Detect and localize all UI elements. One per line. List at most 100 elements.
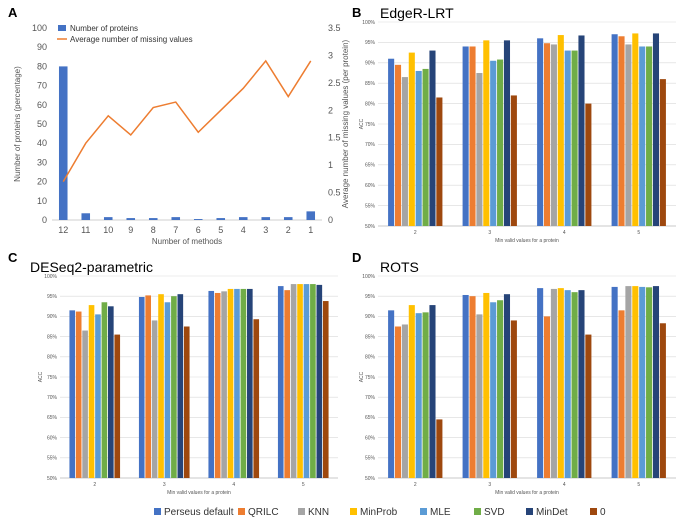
panel-letter-d: D — [352, 250, 361, 265]
panel-a-right-tick-label: 2.5 — [328, 78, 341, 88]
panel-a-x-tick-label: 7 — [173, 225, 178, 235]
y-tick-label: 85% — [47, 334, 58, 340]
bar — [543, 316, 551, 478]
x-tick-label: 2 — [414, 482, 417, 488]
panel-letter-a: A — [8, 5, 18, 20]
legend-item-label: KNN — [308, 507, 329, 518]
panel-a-bar — [216, 218, 226, 220]
panel-c-chart: C DESeq2-parametric 50% 55% 60% 65% 70% 75% 80% 8… — [8, 250, 338, 496]
y-tick-label: 100% — [44, 274, 57, 280]
bar — [585, 103, 592, 226]
bar — [322, 301, 329, 478]
legend-item-label: MLE — [430, 507, 451, 518]
bar — [632, 286, 639, 478]
y-tick-label: 60% — [47, 435, 58, 441]
bar — [401, 324, 408, 478]
legend-swatch — [298, 508, 305, 515]
y-tick-label: 80% — [47, 355, 58, 361]
panel-a-right-tick-label: 1 — [328, 160, 333, 170]
bar — [490, 302, 497, 478]
bar — [571, 50, 578, 227]
bar — [497, 300, 504, 478]
legend-item-label: MinProb — [360, 507, 398, 518]
bar — [177, 294, 184, 478]
panel-a-right-tick-label: 0 — [328, 215, 333, 225]
bar — [625, 44, 632, 226]
bar — [75, 311, 82, 478]
panel-a-legend-label: Average number of missing values — [70, 35, 193, 44]
legend: Perseus default QRILC KNN MinProb MLE SVD MinD… — [154, 507, 606, 518]
panel-a-x-tick-label: 5 — [218, 225, 223, 235]
y-tick-label: 90% — [365, 314, 376, 320]
bar — [578, 290, 585, 478]
panel-a-left-tick-label: 10 — [37, 196, 47, 206]
bar — [510, 95, 517, 226]
panel-a-left-tick-label: 60 — [37, 100, 47, 110]
panel-a-x-tick-label: 1 — [308, 225, 313, 235]
bar — [652, 33, 660, 227]
panel-a-bar — [148, 218, 158, 220]
y-tick-label: 50% — [365, 476, 376, 482]
bar — [221, 291, 227, 478]
bar — [297, 284, 303, 478]
bar — [183, 326, 190, 478]
bar — [490, 60, 497, 227]
panel-a-left-tick-label: 40 — [37, 138, 47, 148]
panel-a-y2-axis-label: Average number of missing values (per pr… — [341, 39, 350, 208]
panel-a-bar — [171, 217, 181, 220]
bar — [422, 312, 429, 478]
bar — [247, 288, 253, 478]
bar — [639, 46, 646, 227]
panel-a-bar — [58, 66, 68, 221]
bar — [388, 58, 395, 226]
panel-a-left-tick-label: 30 — [37, 157, 47, 167]
bar — [557, 35, 564, 226]
panel-a-x-axis-label: Number of methods — [152, 237, 222, 246]
bar — [639, 286, 646, 478]
x-tick-label: 4 — [563, 482, 566, 488]
y-tick-label: 50% — [365, 224, 376, 230]
panel-a-left-tick-label: 70 — [37, 81, 47, 91]
panel-a-x-tick-label: 9 — [128, 225, 133, 235]
bar — [101, 302, 108, 478]
bar — [408, 52, 415, 226]
bar — [462, 294, 469, 478]
panel-a-x-tick-label: 2 — [286, 225, 291, 235]
bar — [108, 306, 114, 478]
y-tick-label: 75% — [47, 375, 58, 381]
bar — [571, 292, 578, 478]
bar — [415, 313, 422, 478]
panel-a-x-tick-label: 4 — [241, 225, 246, 235]
bar — [476, 314, 483, 478]
bar — [401, 77, 408, 226]
panel-a-bar — [238, 217, 248, 220]
bar — [171, 296, 177, 478]
y-tick-label: 85% — [365, 334, 376, 340]
bar — [550, 288, 557, 478]
x-tick-label: 4 — [563, 230, 566, 236]
legend-swatch — [474, 508, 481, 515]
bar — [611, 34, 618, 226]
y-tick-label: 90% — [365, 61, 376, 67]
y-tick-label: 80% — [365, 101, 376, 107]
bar — [564, 290, 571, 478]
y-tick-label: 60% — [365, 435, 376, 441]
bar — [564, 50, 571, 227]
x-tick-label: 2 — [93, 482, 96, 488]
bar — [646, 46, 653, 227]
panel-a-bar — [103, 217, 113, 220]
panel-a-x-tick-label: 8 — [151, 225, 156, 235]
x-tick-label: 3 — [488, 230, 491, 236]
bar — [114, 334, 121, 478]
panel-a-right-tick-label: 3.5 — [328, 23, 341, 33]
bar — [69, 310, 76, 478]
y-tick-label: 100% — [362, 20, 375, 26]
bar — [462, 46, 469, 227]
bar — [277, 286, 284, 478]
bar — [510, 320, 517, 478]
bar — [557, 288, 564, 478]
x-tick-label: 5 — [637, 482, 640, 488]
panel-a-bar — [283, 217, 293, 220]
panel-a-left-tick-label: 80 — [37, 61, 47, 71]
bar — [659, 79, 666, 227]
